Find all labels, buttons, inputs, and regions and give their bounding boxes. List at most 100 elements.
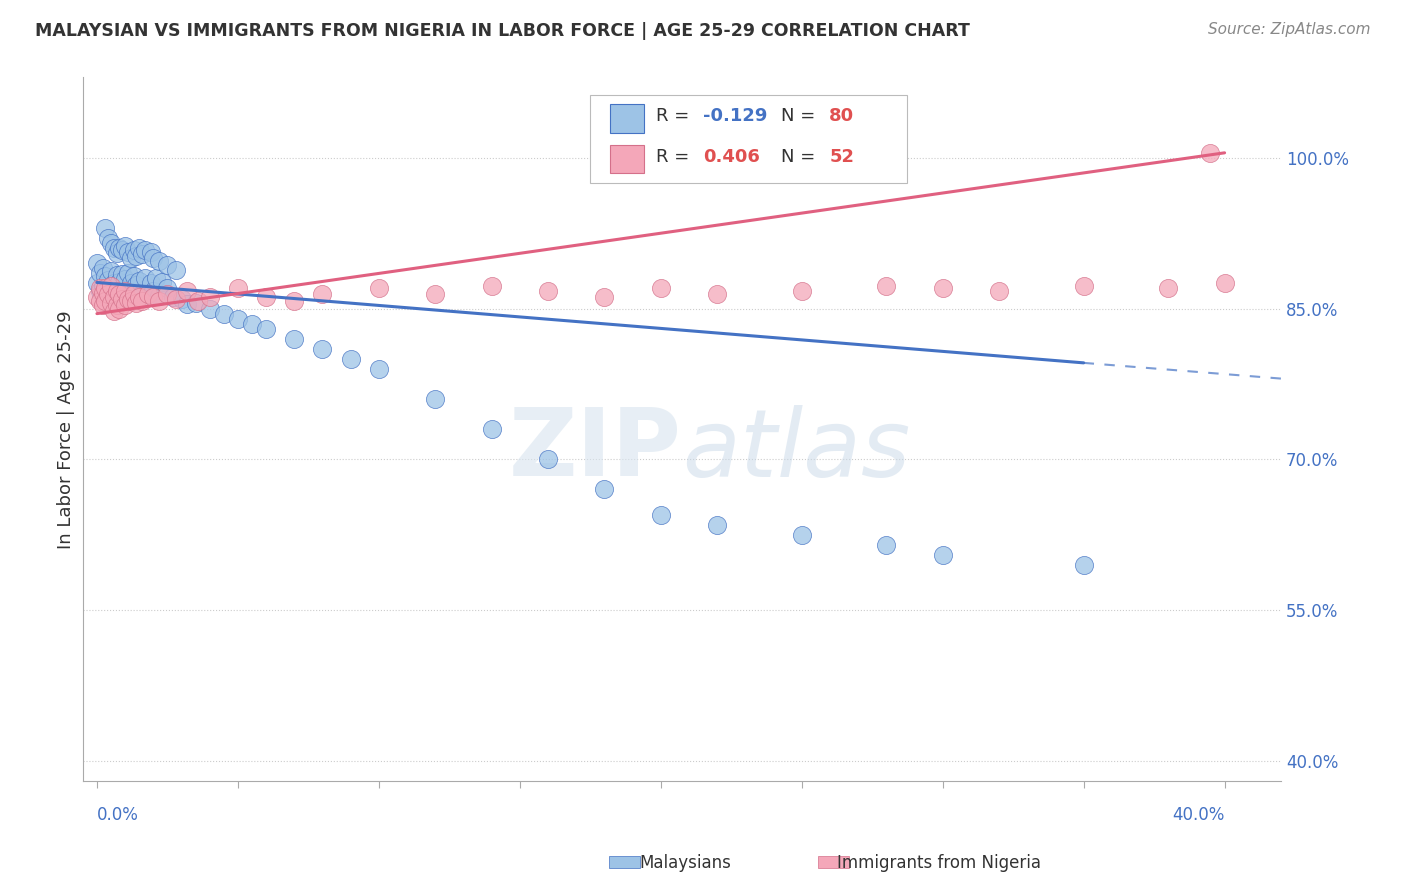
Text: Immigrants from Nigeria: Immigrants from Nigeria	[837, 854, 1040, 871]
Text: ZIP: ZIP	[509, 404, 682, 496]
Text: N =: N =	[782, 107, 821, 126]
Point	[100, 236, 122, 251]
Point	[148, 288, 170, 302]
Point	[91, 279, 114, 293]
Point	[283, 293, 305, 308]
Point	[94, 281, 117, 295]
Text: 52: 52	[830, 148, 855, 166]
Point	[117, 245, 139, 260]
Text: R =: R =	[655, 148, 695, 166]
Point	[128, 289, 150, 303]
Point	[176, 284, 198, 298]
Point	[156, 259, 179, 273]
Point	[91, 285, 114, 300]
Point	[142, 252, 165, 266]
Point	[97, 286, 120, 301]
Point	[1199, 145, 1222, 160]
Point	[537, 452, 560, 467]
Point	[187, 293, 209, 308]
Point	[706, 286, 728, 301]
Point	[122, 286, 145, 301]
Point	[100, 281, 122, 295]
Text: 0.406: 0.406	[703, 148, 761, 166]
Point	[134, 271, 156, 285]
Point	[125, 295, 148, 310]
Point	[650, 281, 672, 295]
Point	[89, 281, 111, 295]
Point	[136, 286, 159, 301]
Y-axis label: In Labor Force | Age 25-29: In Labor Force | Age 25-29	[58, 310, 75, 549]
Text: R =: R =	[655, 107, 695, 126]
Point	[111, 244, 134, 258]
Point	[790, 527, 813, 541]
Point	[91, 261, 114, 276]
Point	[122, 244, 145, 258]
Point	[136, 289, 159, 303]
Point	[108, 292, 131, 306]
Point	[650, 508, 672, 522]
Text: N =: N =	[782, 148, 821, 166]
Point	[176, 296, 198, 310]
Point	[170, 292, 193, 306]
Point	[125, 278, 148, 293]
Point	[120, 293, 142, 308]
Point	[537, 284, 560, 298]
Text: MALAYSIAN VS IMMIGRANTS FROM NIGERIA IN LABOR FORCE | AGE 25-29 CORRELATION CHAR: MALAYSIAN VS IMMIGRANTS FROM NIGERIA IN …	[35, 22, 970, 40]
Point	[128, 241, 150, 255]
Point	[142, 289, 165, 303]
Point	[1213, 277, 1236, 291]
Point	[131, 247, 153, 261]
Point	[103, 277, 125, 291]
Point	[156, 286, 179, 301]
Point	[593, 289, 616, 303]
Point	[108, 286, 131, 301]
Point	[1073, 279, 1095, 293]
Point	[86, 256, 108, 270]
Point	[105, 284, 128, 298]
Point	[139, 245, 162, 260]
Point	[931, 548, 953, 562]
Point	[148, 254, 170, 268]
Point	[108, 276, 131, 290]
Bar	[610, 104, 644, 133]
Point	[100, 295, 122, 310]
Point	[125, 249, 148, 263]
Point	[111, 268, 134, 282]
Point	[367, 281, 389, 295]
Point	[931, 281, 953, 295]
Point	[97, 231, 120, 245]
Point	[165, 292, 187, 306]
Bar	[609, 856, 640, 868]
Point	[1157, 281, 1180, 295]
FancyBboxPatch shape	[589, 95, 907, 183]
Point	[114, 291, 136, 305]
Point	[283, 332, 305, 346]
Point	[226, 281, 249, 295]
Text: Source: ZipAtlas.com: Source: ZipAtlas.com	[1208, 22, 1371, 37]
Point	[117, 292, 139, 306]
Point	[1073, 558, 1095, 572]
Point	[86, 277, 108, 291]
Point	[875, 538, 897, 552]
Point	[103, 303, 125, 318]
Point	[142, 284, 165, 298]
Point	[122, 269, 145, 284]
Point	[139, 277, 162, 291]
Point	[108, 301, 131, 316]
Point	[100, 264, 122, 278]
Point	[105, 297, 128, 311]
Point	[339, 351, 361, 366]
Point	[114, 272, 136, 286]
Point	[114, 297, 136, 311]
Point	[111, 292, 134, 306]
Text: 40.0%: 40.0%	[1173, 806, 1225, 824]
Point	[120, 293, 142, 308]
Point	[111, 285, 134, 299]
Point	[481, 279, 503, 293]
Point	[120, 277, 142, 291]
Point	[131, 293, 153, 308]
Point	[120, 252, 142, 266]
Point	[94, 286, 117, 301]
Point	[108, 241, 131, 255]
Text: 80: 80	[830, 107, 855, 126]
